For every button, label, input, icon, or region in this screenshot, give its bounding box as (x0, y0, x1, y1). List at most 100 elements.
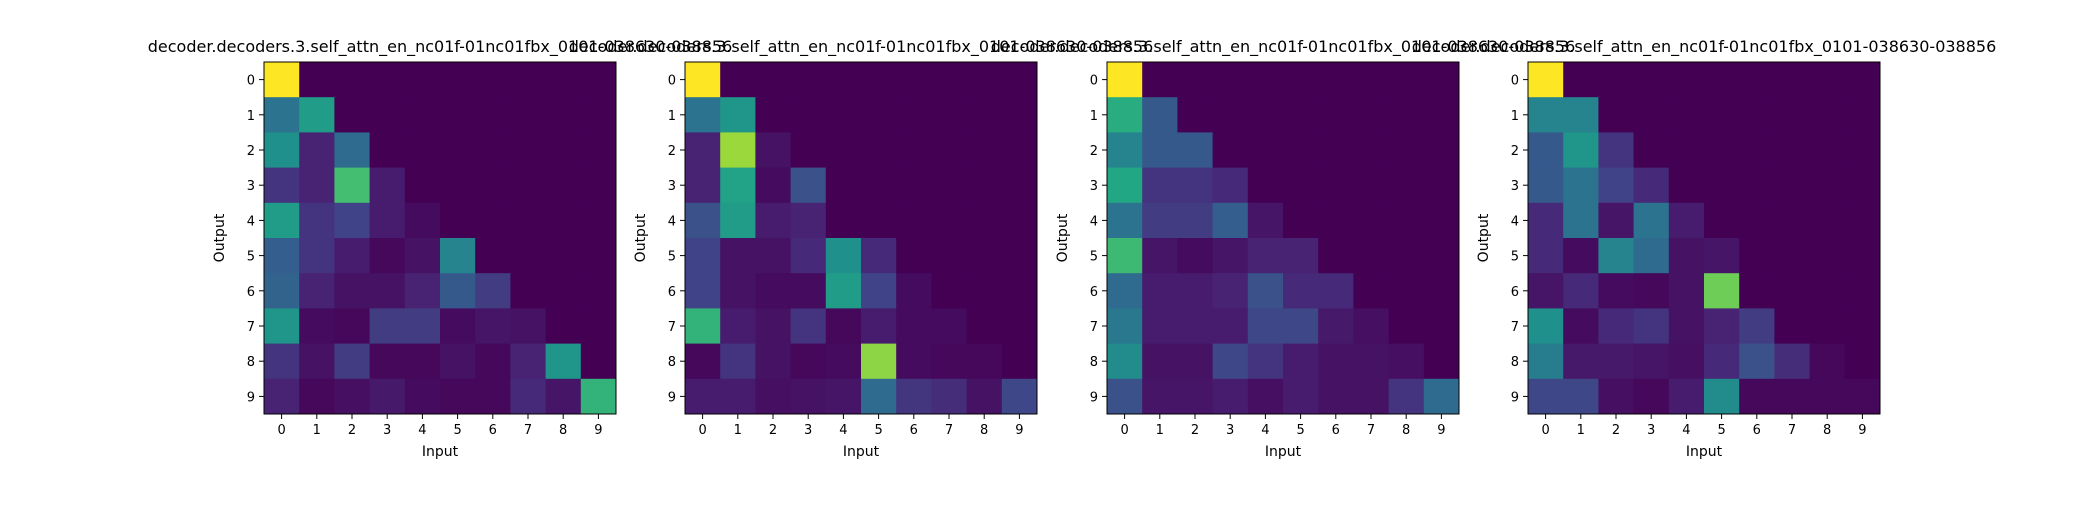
heatmap-cell (1598, 273, 1634, 309)
heatmap-cell (1809, 273, 1846, 309)
heatmap-cell (861, 343, 897, 380)
heatmap-cell (685, 378, 721, 415)
heatmap-cell (1423, 238, 1460, 274)
heatmap-cell (931, 378, 967, 415)
heatmap-cell (1423, 132, 1460, 168)
heatmap-cell (440, 378, 476, 415)
x-tick-label: 2 (348, 423, 356, 438)
y-tick-label: 8 (1511, 355, 1519, 370)
heatmap-cell (1598, 308, 1634, 344)
heatmap-cell (825, 343, 862, 380)
heatmap-cell (1247, 238, 1284, 274)
heatmap-cell (264, 132, 300, 168)
heatmap-cell (1177, 378, 1213, 415)
heatmap-cell (404, 238, 441, 274)
heatmap-cell (966, 273, 1003, 309)
heatmap-cell (861, 308, 897, 344)
heatmap-cell (1844, 97, 1881, 133)
x-tick-label: 4 (1682, 423, 1690, 438)
heatmap-cell (1704, 97, 1740, 133)
heatmap-cell (545, 62, 582, 98)
heatmap-cell (1563, 132, 1599, 168)
heatmap-cell (825, 62, 862, 98)
heatmap-cell (1423, 202, 1460, 239)
heatmap-cell (1177, 62, 1213, 98)
heatmap-cell (720, 202, 756, 239)
heatmap-cell (755, 202, 791, 239)
heatmap-cell (1388, 62, 1425, 98)
heatmap-cell (1774, 167, 1810, 204)
y-tick-label: 7 (247, 320, 255, 335)
heatmap-cell (1739, 308, 1775, 344)
heatmap-cell (510, 202, 546, 239)
heatmap-cell (1177, 273, 1213, 309)
heatmap-cell (1633, 378, 1670, 415)
heatmap-cell (790, 343, 827, 380)
chart-title: decoder.decoders.3.self_attn_en_nc01f-01… (148, 37, 733, 57)
heatmap-cell (404, 97, 441, 133)
x-tick-label: 0 (1120, 423, 1128, 438)
y-tick-label: 7 (668, 320, 676, 335)
heatmap-cell (931, 97, 967, 133)
heatmap-cell (334, 343, 370, 380)
heatmap-cell (1283, 378, 1319, 415)
heatmap-cell (1809, 378, 1846, 415)
heatmap-cell (896, 273, 932, 309)
heatmap-cell (510, 343, 546, 380)
heatmap-cell (720, 97, 756, 133)
heatmap-cell (1598, 343, 1634, 380)
heatmap-cell (790, 308, 827, 344)
heatmap-cell (1739, 62, 1775, 98)
heatmap-cell (510, 132, 546, 168)
heatmap-cell (580, 308, 617, 344)
heatmap-cell (1001, 238, 1038, 274)
x-tick-label: 7 (524, 423, 532, 438)
heatmap-cell (1844, 167, 1881, 204)
y-tick-label: 4 (668, 214, 676, 229)
heatmap-cell (264, 202, 300, 239)
heatmap-cell (755, 97, 791, 133)
heatmap-cell (1563, 167, 1599, 204)
heatmap-cell (1388, 167, 1425, 204)
heatmap-cell (1739, 97, 1775, 133)
heatmap-cell (334, 62, 370, 98)
heatmap-cell (966, 167, 1003, 204)
x-axis-label: Input (1686, 444, 1723, 460)
heatmap-cell (825, 167, 862, 204)
heatmap-cell (264, 97, 300, 133)
heatmap-cell (966, 238, 1003, 274)
y-tick-label: 2 (668, 144, 676, 159)
heatmap-cell (1633, 202, 1670, 239)
x-tick-label: 0 (698, 423, 706, 438)
heatmap-cell (580, 132, 617, 168)
heatmap-cell (334, 97, 370, 133)
heatmap-cell (790, 273, 827, 309)
heatmap-cell (1528, 308, 1564, 344)
heatmap-cell (1809, 97, 1846, 133)
heatmap-cell (1142, 97, 1178, 133)
heatmap-cell (334, 378, 370, 415)
y-tick-label: 6 (1090, 285, 1098, 300)
x-axis-label: Input (843, 444, 880, 460)
heatmap-cell (440, 273, 476, 309)
heatmap-cell (1212, 308, 1249, 344)
heatmap-cell (1704, 132, 1740, 168)
x-tick-label: 7 (1367, 423, 1375, 438)
heatmap-cell (931, 167, 967, 204)
heatmap-cell (1528, 378, 1564, 415)
heatmap-panel-2: 0 1 2 3 4 5 6 7 8 9 0 1 2 3 4 5 6 7 8 9 Input Output decoder.d… (569, 37, 1154, 460)
heatmap-cell (580, 202, 617, 239)
y-tick-label: 9 (668, 390, 676, 405)
heatmap-cell (1633, 132, 1670, 168)
heatmap-cell (931, 62, 967, 98)
heatmap-cell (404, 132, 441, 168)
y-tick-label: 8 (247, 355, 255, 370)
heatmap-cell (1528, 62, 1564, 98)
heatmap-cell (440, 62, 476, 98)
y-tick-label: 2 (247, 144, 255, 159)
heatmap-cell (931, 273, 967, 309)
heatmap-cell (475, 343, 511, 380)
x-tick-label: 6 (910, 423, 918, 438)
heatmap-cell (790, 132, 827, 168)
